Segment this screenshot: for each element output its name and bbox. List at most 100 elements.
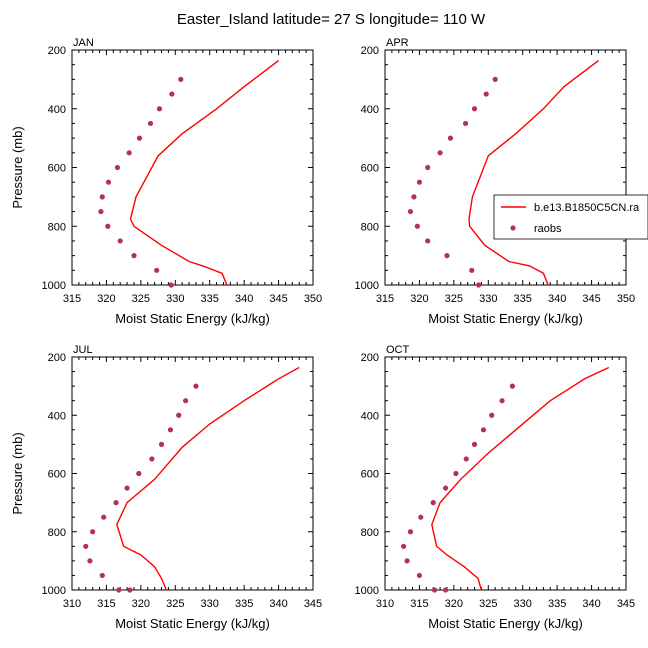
x-tick-label: 340 — [582, 598, 600, 610]
x-axis-label: Moist Static Energy (kJ/kg) — [115, 616, 270, 631]
raobs-point — [193, 383, 199, 389]
x-tick-label: 335 — [514, 293, 532, 305]
x-tick-label: 345 — [304, 598, 322, 610]
raobs-point — [90, 529, 96, 535]
x-tick-label: 335 — [201, 293, 219, 305]
raobs-point — [83, 543, 89, 549]
x-axis-label: Moist Static Energy (kJ/kg) — [428, 616, 583, 631]
x-tick-label: 315 — [97, 598, 115, 610]
panel-label: APR — [386, 37, 409, 49]
x-tick-label: 345 — [582, 293, 600, 305]
x-tick-label: 330 — [166, 293, 184, 305]
raobs-point — [126, 150, 132, 156]
y-tick-label: 1000 — [355, 585, 379, 597]
raobs-point — [499, 398, 505, 404]
y-tick-label: 400 — [361, 104, 379, 116]
x-tick-label: 340 — [548, 293, 566, 305]
x-tick-label: 325 — [479, 598, 497, 610]
panel-label: OCT — [386, 344, 410, 356]
raobs-point — [407, 529, 414, 535]
x-tick-label: 325 — [166, 598, 184, 610]
x-tick-label: 330 — [514, 598, 532, 610]
x-tick-label: 315 — [376, 293, 394, 305]
raobs-point — [136, 470, 142, 477]
y-tick-label: 600 — [48, 163, 66, 175]
raobs-point — [105, 179, 112, 185]
raobs-point — [124, 485, 130, 491]
y-tick-label: 600 — [48, 469, 66, 481]
raobs-point — [114, 164, 121, 171]
x-tick-label: 325 — [445, 293, 463, 305]
raobs-point — [98, 208, 104, 215]
raobs-point — [116, 587, 122, 593]
model-profile-line — [116, 366, 300, 591]
raobs-point — [442, 587, 449, 593]
raobs-point — [407, 208, 414, 215]
raobs-point — [178, 76, 184, 82]
raobs-point — [183, 398, 189, 404]
raobs-point — [444, 253, 450, 259]
y-tick-label: 1000 — [42, 585, 66, 597]
raobs-point — [414, 223, 420, 229]
raobs-point — [99, 572, 105, 579]
raobs-point — [430, 500, 436, 506]
raobs-point — [101, 514, 107, 520]
raobs-point — [176, 412, 182, 418]
raobs-point — [87, 558, 93, 564]
raobs-point — [117, 238, 123, 244]
x-tick-label: 320 — [97, 293, 115, 305]
x-tick-label: 315 — [410, 598, 428, 610]
x-tick-label: 330 — [201, 598, 219, 610]
x-tick-label: 320 — [445, 598, 463, 610]
raobs-point — [411, 194, 417, 200]
raobs-point — [147, 120, 154, 127]
raobs-point — [437, 150, 443, 156]
x-axis-label: Moist Static Energy (kJ/kg) — [428, 311, 583, 326]
raobs-point — [418, 514, 424, 520]
x-tick-label: 335 — [548, 598, 566, 610]
raobs-point — [492, 76, 498, 82]
raobs-point — [471, 441, 478, 447]
x-tick-label: 350 — [617, 293, 635, 305]
y-axis-label: Pressure (mb) — [10, 126, 25, 208]
y-tick-label: 200 — [48, 45, 66, 57]
x-tick-label: 310 — [376, 598, 394, 610]
y-tick-label: 800 — [361, 527, 379, 539]
x-tick-label: 350 — [304, 293, 322, 305]
panel-jan: 315 320 325 330 335 340 345 350 200 400 600 800 1000… — [10, 37, 322, 326]
x-tick-label: 340 — [235, 293, 253, 305]
x-tick-label: 315 — [63, 293, 81, 305]
y-tick-label: 200 — [361, 352, 379, 364]
panel-label: JUL — [73, 344, 93, 356]
raobs-point — [463, 456, 469, 462]
x-axis-label: Moist Static Energy (kJ/kg) — [115, 311, 270, 326]
y-tick-label: 800 — [48, 221, 66, 233]
raobs-point — [158, 441, 165, 447]
raobs-point — [447, 135, 454, 141]
x-tick-label: 320 — [410, 293, 428, 305]
y-tick-label: 400 — [48, 104, 66, 116]
panel-label: JAN — [73, 37, 94, 49]
raobs-point — [480, 427, 487, 433]
x-tick-label: 345 — [269, 293, 287, 305]
x-tick-label: 310 — [63, 598, 81, 610]
y-tick-label: 400 — [48, 410, 66, 422]
raobs-point — [136, 135, 143, 141]
x-tick-label: 330 — [479, 293, 497, 305]
y-tick-label: 200 — [48, 352, 66, 364]
raobs-point — [483, 91, 489, 97]
raobs-point — [156, 106, 163, 112]
raobs-point — [105, 223, 111, 229]
y-tick-label: 800 — [48, 527, 66, 539]
model-profile-line — [468, 60, 599, 286]
model-profile-line — [129, 60, 280, 286]
raobs-point — [167, 427, 174, 433]
figure-title: Easter_Island latitude= 27 S longitude= … — [177, 11, 486, 28]
y-tick-label: 600 — [361, 163, 379, 175]
raobs-point — [127, 587, 133, 593]
x-tick-label: 345 — [617, 598, 635, 610]
y-tick-label: 1000 — [42, 280, 66, 292]
legend-box — [493, 194, 648, 240]
y-tick-label: 800 — [361, 221, 379, 233]
